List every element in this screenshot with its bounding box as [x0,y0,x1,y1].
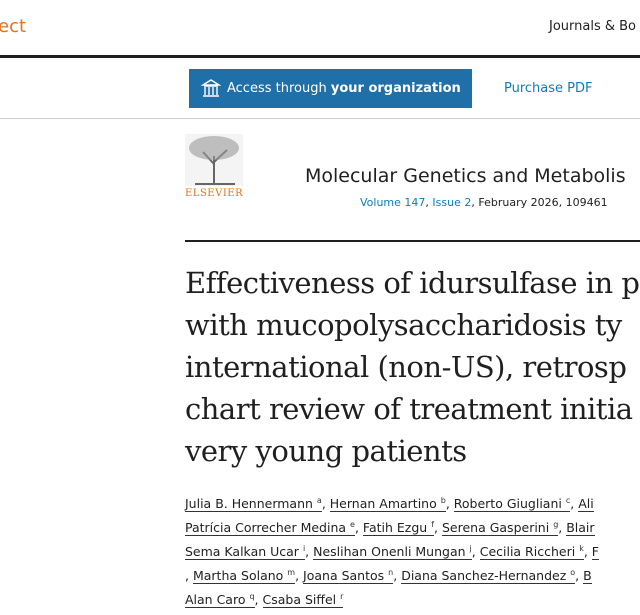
separator: , [305,544,314,560]
affiliation: i [302,544,306,553]
author[interactable]: B [583,568,592,585]
nav-link[interactable]: Journals & Bo [549,19,637,34]
author-name: F [591,544,599,560]
separator: , [295,568,304,584]
publisher-name: ELSEVIER [185,188,244,199]
author[interactable]: Joana Santos n [303,568,394,585]
separator: , [354,520,363,536]
title-line: chart review of treatment initia [185,392,633,426]
author-line: Patrícia Correcher Medina e, Fatih Ezgu … [185,520,595,537]
separator: , [393,568,402,584]
author-name: Csaba Siffel [262,592,337,608]
separator: , [471,544,480,560]
access-text: Access through [227,81,331,96]
author[interactable]: Hernan Amartino b [329,496,446,513]
separator: , [185,568,189,584]
separator: , [558,520,567,536]
affiliation: o [570,568,576,577]
author-name: Ali [578,496,594,512]
affiliation: q [249,592,255,601]
separator: , [445,496,454,512]
author-name: Neslihan Onenli Mungan [313,544,466,560]
access-button[interactable]: Access through your organization [189,69,472,108]
separator: , [575,568,584,584]
author-name: Cecilia Riccheri [479,544,576,560]
logo[interactable]: ect [0,16,27,37]
author[interactable]: Patrícia Correcher Medina e [185,520,355,537]
author[interactable]: Julia B. Hennermann a [185,496,322,513]
access-bold: your organization [330,81,461,96]
journal-issue: Volume 147, Issue 2, February 2026, 1094… [360,196,608,209]
purchase-link[interactable]: Purchase PDF [504,81,593,96]
author-name: Blair [566,520,595,536]
author-name: Joana Santos [303,568,385,584]
issue-link[interactable]: Issue 2 [432,196,472,209]
affiliation: k [579,544,584,553]
author-name: Patrícia Correcher Medina [185,520,347,536]
author-name: B [583,568,592,584]
author[interactable]: Serena Gasperini g [441,520,559,537]
publisher-logo [185,134,243,186]
title-line: very young patients [185,434,467,468]
author[interactable]: Martha Solano m [192,568,296,585]
author[interactable]: Csaba Siffel r [262,592,344,609]
affiliation: c [565,496,571,505]
divider [0,118,640,119]
separator: , [425,196,433,209]
author[interactable]: Alan Caro q [185,592,255,609]
author-name: Alan Caro [185,592,246,608]
separator: , [583,544,592,560]
journal-name[interactable]: Molecular Genetics and Metabolis [305,165,626,187]
separator: , [321,496,330,512]
author[interactable]: Ali [578,496,594,513]
author[interactable]: Roberto Giugliani c [453,496,571,513]
author-line: Alan Caro q, Csaba Siffel r [185,592,344,609]
author-name: Roberto Giugliani [453,496,562,512]
author-name: Fatih Ezgu [362,520,428,536]
author-line: Julia B. Hennermann a, Hernan Amartino b… [185,496,594,513]
author[interactable]: Blair [566,520,595,537]
author[interactable]: Fatih Ezgu f [362,520,435,537]
volume-link[interactable]: Volume 147 [360,196,426,209]
author-line: , Martha Solano m, Joana Santos n, Diana… [185,568,592,585]
author[interactable]: Sema Kalkan Ucar i [185,544,306,561]
affiliation: j [469,544,472,553]
author-name: Martha Solano [192,568,284,584]
affiliation: m [287,568,296,577]
affiliation: e [350,520,355,529]
author[interactable]: Cecilia Riccheri k [479,544,584,561]
separator: , [254,592,263,608]
author[interactable]: Neslihan Onenli Mungan j [313,544,472,561]
affiliation: a [316,496,322,505]
author-name: Hernan Amartino [329,496,437,512]
title-line: with mucopolysaccharidosis ty [185,308,622,342]
author-name: Sema Kalkan Ucar [185,544,299,560]
issue-date: , February 2026, 109461 [471,196,608,209]
author-line: Sema Kalkan Ucar i, Neslihan Onenli Mung… [185,544,599,561]
separator: , [434,520,442,536]
title-rule [185,240,640,242]
header-rule [0,55,640,58]
separator: , [570,496,579,512]
author-name: Julia B. Hennermann [185,496,313,512]
author[interactable]: Diana Sanchez-Hernandez o [401,568,576,585]
author-name: Diana Sanchez-Hernandez [401,568,567,584]
title-line: Effectiveness of idursulfase in p [185,266,640,300]
affiliation: g [553,520,559,529]
affiliation: f [431,520,435,529]
title-line: international (non-US), retrosp [185,350,627,384]
affiliation: b [440,496,446,505]
affiliation: n [388,568,394,577]
author[interactable]: F [591,544,599,561]
institution-icon [201,79,221,97]
author-name: Serena Gasperini [441,520,550,536]
affiliation: r [340,592,344,601]
